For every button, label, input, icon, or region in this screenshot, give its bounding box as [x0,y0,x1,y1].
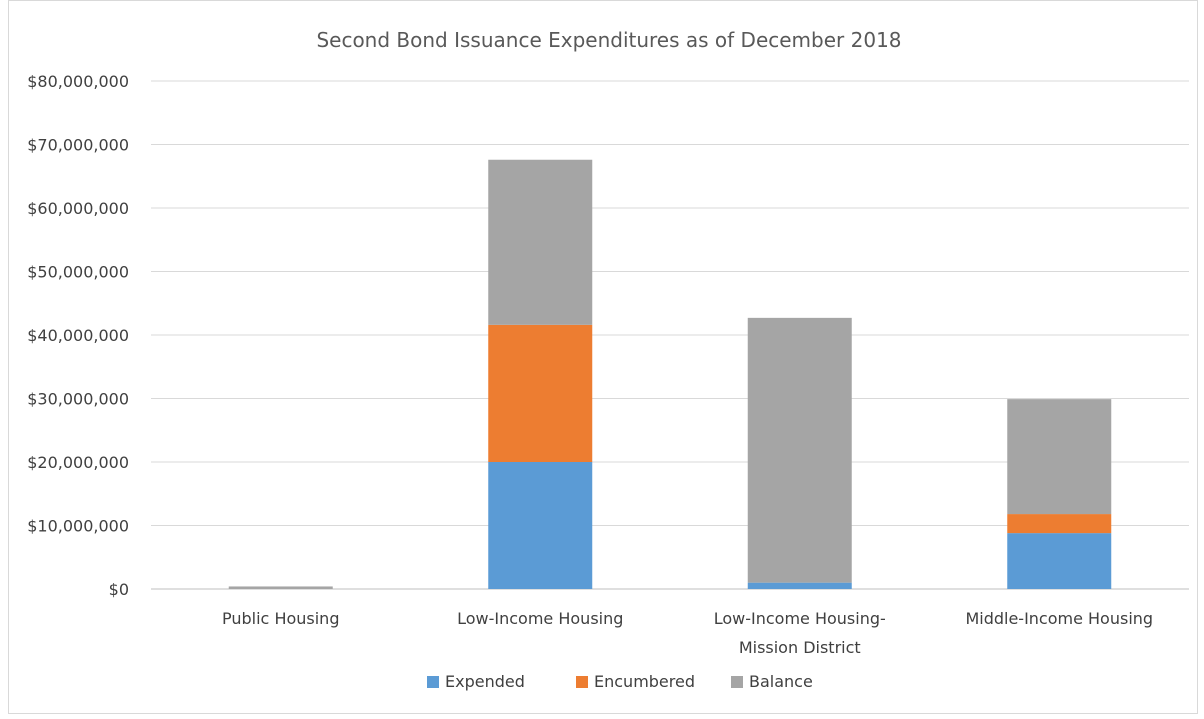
x-axis-category-labels: Public Housing Low-Income Housing Low-Inco… [222,609,1153,657]
bar-segment-balance [1007,399,1112,515]
legend-label: Balance [749,672,813,691]
bar-segment-expended [747,582,852,589]
y-tick-label: $30,000,000 [27,390,129,409]
legend-swatch-expended [427,676,439,688]
bars [228,159,1112,589]
y-tick-label: $20,000,000 [27,453,129,472]
y-tick-label: $50,000,000 [27,263,129,282]
x-category-label: Low-Income Housing [457,609,623,628]
bar-segment-encumbered [488,324,593,462]
chart-frame: Second Bond Issuance Expenditures as of … [8,0,1198,714]
x-category-label: Public Housing [222,609,339,628]
legend: Expended Encumbered Balance [427,672,813,691]
y-tick-label: $80,000,000 [27,72,129,91]
x-category-label: Mission District [739,638,861,657]
gridlines [151,80,1189,590]
legend-swatch-encumbered [576,676,588,688]
legend-label: Encumbered [594,672,695,691]
y-axis-tick-labels: $0 $10,000,000 $20,000,000 $30,000,000 $40,0… [27,72,129,599]
y-tick-label: $0 [109,580,129,599]
legend-swatch-balance [731,676,743,688]
bar-segment-encumbered [1007,514,1112,534]
chart-svg: Second Bond Issuance Expenditures as of … [27,28,1189,691]
bar-segment-balance [228,586,333,589]
bar-segment-expended [1007,533,1112,589]
y-tick-label: $10,000,000 [27,517,129,536]
x-category-label: Low-Income Housing- [714,609,886,628]
bar-segment-balance [488,159,593,325]
bar-segment-expended [488,462,593,589]
bar-segment-balance [747,317,852,583]
y-tick-label: $70,000,000 [27,136,129,155]
chart-title: Second Bond Issuance Expenditures as of … [316,28,901,52]
y-tick-label: $60,000,000 [27,199,129,218]
x-category-label: Middle-Income Housing [965,609,1153,628]
y-tick-label: $40,000,000 [27,326,129,345]
legend-label: Expended [445,672,525,691]
